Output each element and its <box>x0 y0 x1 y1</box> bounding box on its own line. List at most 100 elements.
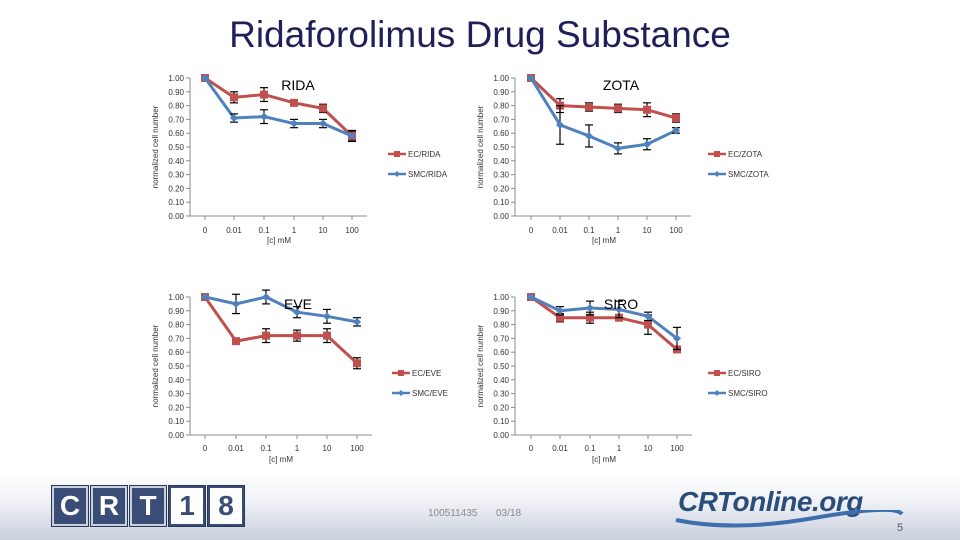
x-tick-label: 10 <box>323 444 332 453</box>
data-point <box>586 304 594 313</box>
x-tick-label: 10 <box>644 444 653 453</box>
series-line <box>530 295 678 340</box>
data-point <box>556 313 564 322</box>
x-tick-label: 1 <box>616 226 621 235</box>
data-point <box>293 331 301 340</box>
y-tick-label: 0.00 <box>493 431 509 440</box>
y-tick-label: 0.80 <box>168 321 184 330</box>
legend-label: SMC/SIRO <box>728 389 768 398</box>
y-tick-label: 0.30 <box>168 171 184 180</box>
legend-swatch-marker <box>398 390 404 396</box>
data-point <box>585 131 593 140</box>
slide-title: Ridaforolimus Drug Substance <box>229 14 731 55</box>
y-tick-label: 1.00 <box>168 293 184 302</box>
x-axis-label: [c] mM <box>592 455 616 464</box>
data-point <box>323 331 331 340</box>
series-line <box>203 77 353 138</box>
x-tick-label: 0.01 <box>552 226 568 235</box>
y-tick-label: 0.50 <box>168 362 184 371</box>
data-point <box>585 102 593 111</box>
series-line <box>204 295 358 324</box>
y-axis-label: normalized cell number <box>151 105 160 188</box>
chart-title: ZOTA <box>603 77 640 93</box>
y-tick-label: 0.80 <box>168 102 184 111</box>
data-point <box>323 312 331 321</box>
data-point <box>348 131 356 140</box>
y-tick-label: 0.30 <box>493 171 509 180</box>
y-tick-label: 0.70 <box>493 334 509 343</box>
data-point <box>614 144 622 153</box>
data-point <box>353 317 361 326</box>
legend-swatch-marker <box>714 151 720 157</box>
data-point <box>673 334 681 343</box>
y-tick-label: 0.60 <box>493 129 509 138</box>
y-tick-label: 0.90 <box>168 307 184 316</box>
x-tick-label: 0.01 <box>226 226 242 235</box>
y-tick-label: 0.50 <box>493 143 509 152</box>
y-tick-label: 0.50 <box>168 143 184 152</box>
legend-label: SMC/ZOTA <box>728 170 769 179</box>
x-axis-label: [c] mM <box>267 236 291 245</box>
series-line <box>529 76 677 120</box>
y-tick-label: 0.10 <box>493 417 509 426</box>
logo-letter: 8 <box>208 486 244 526</box>
legend-swatch-marker <box>714 390 720 396</box>
y-tick-label: 0.60 <box>493 348 509 357</box>
data-point <box>319 104 327 113</box>
legend-label: EC/ZOTA <box>728 150 763 159</box>
data-point <box>556 120 564 129</box>
series-line <box>529 77 677 150</box>
x-tick-label: 0 <box>529 226 534 235</box>
y-tick-label: 0.10 <box>493 198 509 207</box>
legend-swatch-marker <box>394 171 400 177</box>
y-tick-label: 0.20 <box>168 184 184 193</box>
y-tick-label: 0.90 <box>493 88 509 97</box>
x-tick-label: 0.01 <box>552 444 568 453</box>
legend-swatch-marker <box>714 370 720 376</box>
data-point <box>232 299 240 308</box>
legend-label: SMC/RIDA <box>408 170 448 179</box>
y-tick-label: 0.70 <box>168 334 184 343</box>
chart-title: EVE <box>284 296 312 312</box>
x-tick-label: 0.1 <box>258 226 270 235</box>
data-point <box>260 90 268 99</box>
data-point <box>201 74 209 82</box>
footer-document-id: 100511435 <box>428 508 478 519</box>
y-tick-label: 0.00 <box>168 212 184 221</box>
series-line <box>204 76 354 138</box>
legend-swatch-marker <box>394 151 400 157</box>
legend-label: EC/SIRO <box>728 369 761 378</box>
data-point <box>643 105 651 114</box>
x-tick-label: 0.1 <box>260 444 272 453</box>
y-tick-label: 1.00 <box>168 74 184 83</box>
logo-letter: 1 <box>169 486 205 526</box>
data-point <box>290 98 298 107</box>
y-tick-label: 0.20 <box>168 403 184 412</box>
data-point <box>319 119 327 128</box>
y-tick-label: 0.10 <box>168 417 184 426</box>
data-point <box>262 331 270 340</box>
x-tick-label: 0.01 <box>228 444 244 453</box>
y-tick-label: 0.60 <box>168 129 184 138</box>
data-point <box>672 114 680 123</box>
y-tick-label: 0.90 <box>493 307 509 316</box>
y-tick-label: 0.10 <box>168 198 184 207</box>
charts-canvas: 0.000.100.200.300.400.500.600.700.800.90… <box>151 74 769 464</box>
y-tick-label: 0.60 <box>168 348 184 357</box>
x-tick-label: 100 <box>670 444 684 453</box>
x-tick-label: 10 <box>319 226 328 235</box>
series-line <box>530 295 678 351</box>
data-point <box>353 359 361 368</box>
data-point <box>230 114 238 123</box>
footer-date: 03/18 <box>496 508 522 519</box>
logo-letter: C <box>52 486 88 526</box>
x-tick-label: 0 <box>529 444 534 453</box>
legend-label: EC/RIDA <box>408 150 441 159</box>
y-axis-label: normalized cell number <box>476 324 485 407</box>
y-tick-label: 0.20 <box>493 403 509 412</box>
y-tick-label: 0.30 <box>493 390 509 399</box>
data-point <box>232 337 240 346</box>
x-tick-label: 0.1 <box>584 444 596 453</box>
x-tick-label: 0.1 <box>583 226 595 235</box>
data-point <box>293 308 301 317</box>
